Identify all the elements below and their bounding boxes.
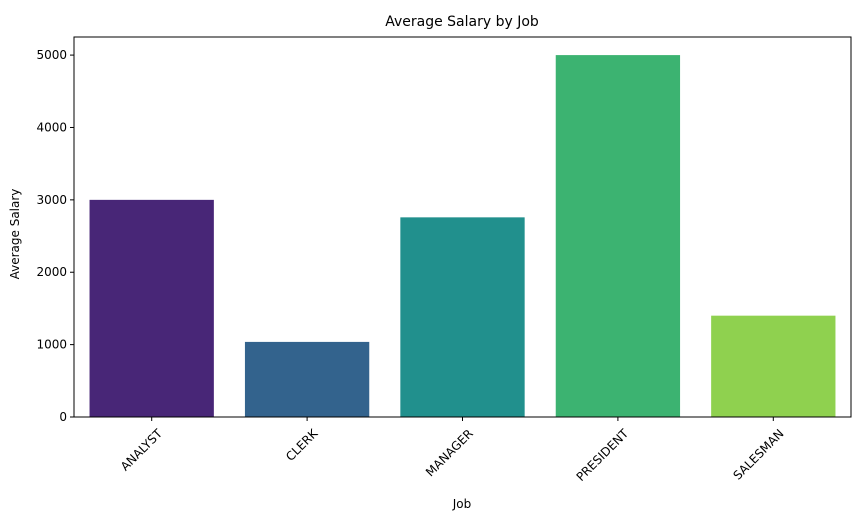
chart-title: Average Salary by Job bbox=[385, 14, 539, 30]
bar-manager bbox=[400, 217, 525, 417]
y-tick-label: 3000 bbox=[36, 193, 67, 207]
bar-clerk bbox=[244, 341, 370, 417]
x-axis-label: Job bbox=[452, 497, 472, 511]
plot-frame bbox=[73, 36, 852, 418]
y-tick-label: 1000 bbox=[36, 338, 67, 352]
x-tick-label-manager: MANAGER bbox=[423, 426, 476, 479]
bar-president bbox=[555, 55, 681, 417]
bar-analyst bbox=[89, 199, 214, 417]
y-tick-label: 5000 bbox=[36, 48, 67, 62]
bars-layer bbox=[89, 55, 836, 417]
x-axis: ANALYST CLERK MANAGER PRESIDENT SALESMAN bbox=[118, 417, 787, 484]
y-axis-label: Average Salary bbox=[8, 189, 22, 280]
x-tick-label-president: PRESIDENT bbox=[574, 426, 632, 484]
y-tick-label: 0 bbox=[59, 410, 67, 424]
bar-salesman bbox=[711, 315, 836, 417]
y-tick-label: 4000 bbox=[36, 120, 67, 134]
x-tick-label-salesman: SALESMAN bbox=[730, 426, 786, 482]
y-axis: 0 1000 2000 3000 4000 5000 bbox=[36, 48, 74, 424]
y-tick-label: 2000 bbox=[36, 265, 67, 279]
x-tick-label-analyst: ANALYST bbox=[118, 426, 166, 474]
x-tick-label-clerk: CLERK bbox=[283, 426, 321, 464]
